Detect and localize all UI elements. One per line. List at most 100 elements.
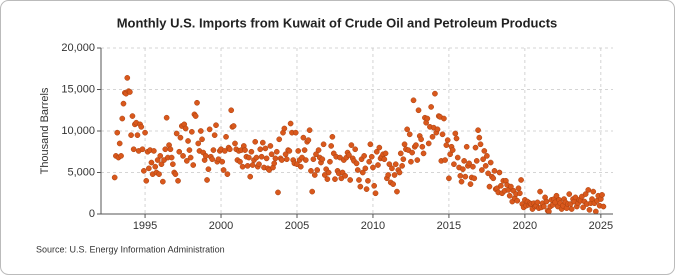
- point: [515, 185, 522, 192]
- point: [186, 147, 193, 153]
- point: [406, 131, 413, 138]
- point: [592, 208, 599, 215]
- point: [275, 189, 281, 196]
- point: [386, 161, 393, 168]
- point: [566, 191, 573, 197]
- point: [329, 133, 336, 140]
- point: [470, 163, 476, 170]
- point: [159, 178, 166, 185]
- point: [127, 89, 133, 95]
- point: [359, 169, 366, 176]
- point: [347, 177, 354, 183]
- point: [310, 156, 317, 163]
- point: [268, 151, 275, 158]
- point: [400, 156, 407, 163]
- point: [366, 158, 373, 165]
- point: [391, 172, 398, 178]
- point: [320, 141, 327, 148]
- point: [582, 191, 589, 197]
- point: [142, 129, 148, 136]
- point: [176, 148, 183, 155]
- point: [446, 175, 452, 182]
- point: [365, 177, 371, 184]
- point: [311, 172, 318, 178]
- point: [375, 162, 381, 168]
- point: [553, 192, 560, 199]
- point: [376, 144, 383, 151]
- point: [457, 172, 464, 179]
- point: [324, 176, 331, 182]
- point: [357, 183, 364, 190]
- point: [257, 146, 264, 153]
- point: [434, 126, 441, 133]
- point: [460, 166, 466, 173]
- point: [146, 165, 152, 172]
- point: [325, 169, 332, 176]
- point: [491, 167, 498, 174]
- point: [199, 136, 205, 143]
- point: [167, 146, 174, 153]
- point: [173, 130, 180, 137]
- point: [439, 131, 446, 138]
- point: [361, 153, 367, 159]
- point: [485, 170, 491, 177]
- point: [534, 199, 541, 206]
- x-tick-label: 2005: [285, 220, 309, 232]
- point: [205, 166, 212, 173]
- point: [172, 171, 179, 178]
- point: [239, 163, 246, 170]
- point: [482, 163, 489, 169]
- point: [600, 203, 607, 210]
- point: [441, 115, 447, 122]
- point: [219, 158, 226, 165]
- point: [327, 158, 333, 165]
- point: [372, 190, 379, 197]
- point: [220, 167, 227, 173]
- point: [447, 151, 453, 158]
- source: Source: U.S. Energy Information Administ…: [36, 244, 225, 254]
- point: [506, 192, 513, 199]
- point: [259, 139, 266, 146]
- point: [353, 160, 360, 167]
- point: [599, 192, 605, 198]
- x-tick-label: 2020: [513, 220, 537, 232]
- point: [367, 141, 374, 148]
- point: [230, 123, 237, 129]
- point: [242, 147, 248, 153]
- point: [163, 114, 170, 121]
- point: [354, 167, 361, 173]
- point: [258, 153, 265, 160]
- point: [116, 140, 123, 147]
- point: [157, 153, 164, 159]
- point: [315, 147, 322, 153]
- point: [471, 175, 478, 182]
- x-tick-label: 2015: [437, 220, 461, 232]
- point: [278, 157, 285, 163]
- point: [580, 204, 586, 211]
- point: [496, 169, 503, 176]
- point: [480, 156, 486, 163]
- point: [414, 157, 421, 163]
- point: [420, 150, 427, 157]
- point: [118, 153, 124, 159]
- point: [297, 163, 304, 170]
- x-tick-label: 2025: [589, 220, 613, 232]
- marks: [111, 75, 607, 215]
- point: [195, 140, 202, 147]
- point: [319, 156, 326, 163]
- point: [590, 188, 597, 195]
- point: [175, 177, 181, 184]
- point: [151, 148, 157, 154]
- point: [371, 182, 378, 189]
- point: [458, 178, 465, 185]
- x-tick-label: 2000: [209, 220, 233, 232]
- point: [508, 183, 514, 190]
- point: [162, 146, 169, 153]
- point: [209, 156, 216, 163]
- point: [514, 197, 521, 204]
- point: [498, 182, 504, 189]
- point: [454, 154, 461, 161]
- point: [170, 161, 176, 168]
- point: [589, 196, 595, 202]
